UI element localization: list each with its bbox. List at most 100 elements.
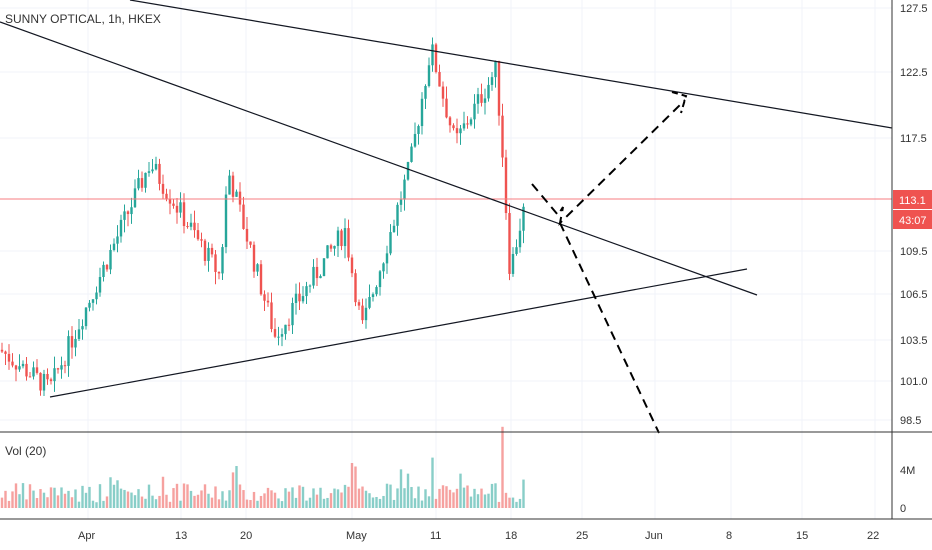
volume-bar [4, 490, 7, 508]
time-axis[interactable]: Apr 13 20 May 11 18 25 Jun 8 15 22 [78, 530, 879, 542]
volume-bar [77, 501, 81, 508]
volume-bar [406, 473, 410, 508]
candle-body [389, 232, 392, 254]
volume-bar [231, 472, 235, 508]
volume-bar [60, 487, 63, 508]
candle-body [18, 366, 21, 370]
volume-bar [95, 502, 98, 508]
candle-body [228, 175, 231, 195]
volume-bar [431, 457, 434, 508]
candle-body [112, 243, 116, 250]
volume-bar [266, 487, 270, 508]
volume-bar [221, 491, 224, 508]
volume-bar [315, 494, 319, 508]
volume-bar [18, 494, 21, 508]
candle-body [361, 305, 364, 321]
volume-bar [245, 499, 249, 508]
volume-bar [392, 499, 396, 508]
projection-up-path[interactable] [531, 99, 686, 226]
candle-body [242, 204, 245, 229]
candle-body [364, 307, 368, 321]
candle-body [49, 379, 53, 382]
volume-bar [452, 492, 455, 508]
volume-bar [56, 495, 60, 508]
volume-tick: 4M [900, 465, 915, 477]
candle-body [158, 163, 161, 184]
volume-bars [0, 426, 525, 508]
candle-body [403, 179, 406, 200]
volume-bar [91, 500, 95, 508]
candle-body [217, 271, 221, 274]
candle-body [14, 365, 18, 370]
trendline-lower[interactable] [49, 268, 748, 398]
volume-bar [14, 483, 18, 508]
candle-body [277, 336, 280, 338]
volume-bar [98, 484, 102, 508]
volume-bar [305, 500, 308, 508]
candle-body [109, 249, 112, 270]
candle-body [483, 98, 487, 103]
candle-body [172, 203, 175, 206]
candle-body [406, 161, 410, 180]
volume-bar [214, 486, 217, 508]
candle-body [165, 193, 168, 199]
volume-bar [217, 499, 221, 508]
candle-body [298, 293, 301, 302]
volume-bar [287, 491, 291, 508]
volume-bar [445, 486, 448, 508]
volume-bar [130, 492, 133, 508]
volume-bar [53, 487, 56, 508]
candle-body [399, 199, 403, 205]
candle-body [333, 245, 336, 249]
time-tick: 20 [240, 530, 252, 542]
projection-down-path[interactable] [559, 222, 660, 434]
candle-body [511, 253, 515, 274]
candle-body [340, 230, 343, 247]
volume-bar [319, 487, 322, 508]
candle-body [63, 365, 67, 367]
candle-body [410, 146, 413, 162]
candle-body [238, 191, 242, 205]
candle-body [21, 363, 25, 367]
volume-bar [270, 490, 273, 508]
volume-pane-title: Vol (20) [5, 444, 46, 458]
candle-body [354, 273, 357, 303]
volume-bar [154, 499, 158, 508]
trendline-middle[interactable] [0, 21, 758, 296]
candle-body [466, 123, 469, 125]
volume-bar [196, 494, 200, 508]
trendline-upper[interactable] [129, 0, 893, 129]
volume-bar [322, 498, 326, 508]
candle-body [95, 292, 98, 300]
volume-bar [508, 497, 511, 508]
volume-bar [399, 469, 403, 508]
volume-bar [326, 497, 329, 508]
candle-body [70, 336, 74, 348]
candle-body [53, 368, 56, 382]
candle-body [417, 126, 420, 134]
volume-bar [273, 492, 277, 508]
volume-bar [49, 487, 53, 508]
candle-body [459, 128, 462, 134]
volume-bar [210, 497, 214, 508]
candle-body [266, 300, 270, 303]
volume-bar [0, 497, 4, 508]
candle-body [175, 205, 179, 213]
volume-bar [102, 500, 105, 508]
volume-bar [511, 497, 515, 508]
candle-body [67, 336, 70, 366]
volume-bar [161, 476, 165, 508]
volume-bar [70, 497, 74, 508]
volume-bar [294, 497, 298, 508]
volume-bar [371, 497, 375, 508]
volume-bar [126, 491, 130, 508]
price-tick: 98.5 [900, 415, 921, 427]
candle-body [249, 241, 252, 245]
candle-body [522, 206, 525, 231]
candle-body [11, 361, 14, 366]
candle-body [291, 302, 294, 326]
volume-bar [354, 466, 357, 508]
volume-bar [277, 498, 280, 508]
price-axis[interactable]: 127.5 122.5 117.5 109.5 106.5 103.5 101.… [893, 3, 932, 515]
